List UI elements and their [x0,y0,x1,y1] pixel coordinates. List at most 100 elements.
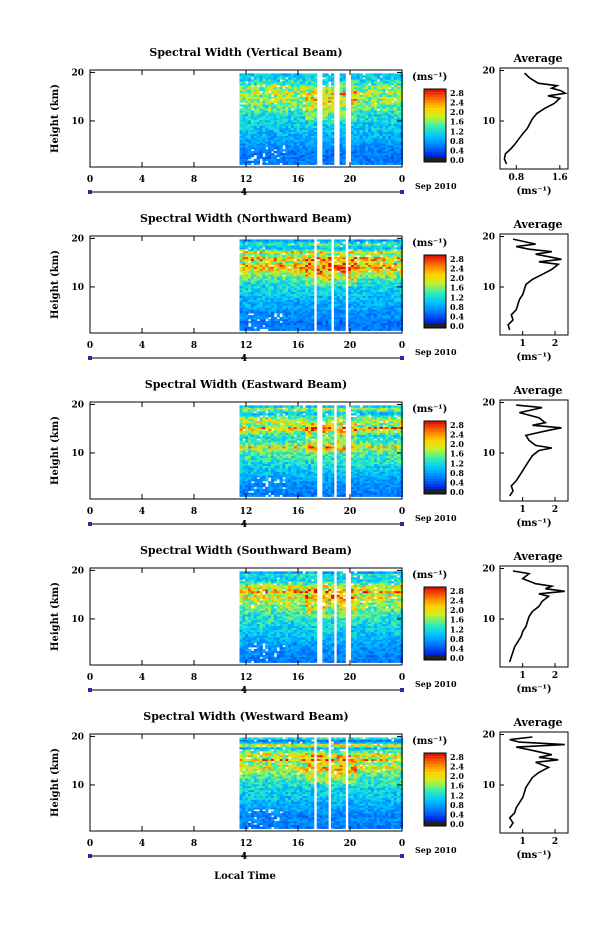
heatmap-cell [245,75,249,78]
heatmap-cell [276,92,280,96]
heatmap-cell [331,104,335,107]
heatmap-cell [359,118,363,121]
heatmap-cell [336,289,340,293]
heatmap-cell [245,264,249,267]
heatmap-cell [371,311,375,314]
heatmap-cell [311,102,315,105]
heatmap-cell [385,112,389,115]
heatmap-cell [351,106,355,109]
heatmap-cell [268,127,272,130]
heatmap-cell [288,286,292,289]
heatmap-cell [353,272,358,275]
heatmap-cell [385,123,389,127]
heatmap-cell [250,139,255,142]
heatmap-cell [379,320,383,324]
heatmap-cell [250,299,255,302]
heatmap-cell [393,100,398,103]
heatmap-cell [271,253,275,256]
heatmap-cell [316,301,320,304]
heatmap-cell [316,289,320,293]
heatmap-cell [351,108,355,111]
heatmap-cell [273,249,278,252]
heatmap-cell [371,149,375,152]
heatmap-cell [250,253,255,256]
heatmap-cell [353,239,358,242]
heatmap-cell [391,83,395,86]
heatmap-cell [282,149,286,152]
heatmap-cell [322,127,326,130]
heatmap-cell [248,278,252,281]
heatmap-cell [342,96,346,99]
heatmap-cell [279,239,283,242]
heatmap-cell [328,158,332,162]
colorbar-segment [424,301,446,305]
heatmap-cell [296,143,300,146]
heatmap-cell [265,137,269,140]
heatmap-cell [302,79,306,82]
heatmap-cell [245,253,249,256]
heatmap-cell [308,133,312,136]
heatmap-cell [362,251,366,254]
heatmap-cell [262,307,266,310]
heatmap-cell [316,299,320,302]
heatmap-cell [368,256,372,260]
heatmap-cell [285,139,289,142]
heatmap-cell [376,104,381,107]
heatmap-cell [273,135,278,138]
heatmap-cell [296,260,300,263]
heatmap-cell [245,145,249,148]
heatmap-cell [245,116,249,119]
heatmap-cell [371,125,375,129]
x-tick-label: 8 [191,341,197,351]
heatmap-cell [253,94,258,97]
heatmap-cell [313,127,318,130]
heatmap-cell [291,326,295,329]
colorbar-tick-label: 0.4 [450,145,464,155]
heatmap-cell [356,100,361,103]
heatmap-cell [250,125,255,129]
heatmap-cell [376,311,381,314]
heatmap-cell [328,92,332,96]
heatmap-cell [382,141,386,144]
colorbar-tick-label: 2.4 [450,98,464,108]
heatmap-cell [365,162,369,165]
heatmap-cell [279,276,283,279]
heatmap-cell [262,121,266,125]
heatmap-cell [276,83,280,86]
heatmap-cell [328,114,332,117]
heatmap-cell [271,286,275,289]
heatmap-cell [399,241,403,244]
heatmap-cell [302,260,306,263]
heatmap-cell [273,106,278,109]
heatmap-cell [393,145,398,148]
heatmap-cell [399,100,403,103]
heatmap-cell [368,108,372,111]
heatmap-cell [311,264,315,267]
heatmap-cell [313,87,318,90]
heatmap-cell [285,123,289,127]
heatmap-cell [271,272,275,275]
heatmap-cell [325,83,329,86]
heatmap-cell [362,245,366,248]
heatmap-cell [325,305,329,308]
heatmap-cell [316,274,320,277]
heatmap-cell [322,118,326,121]
heatmap-cell [288,299,292,302]
heatmap-cell [293,260,298,263]
heatmap-cell [362,102,366,105]
heatmap-cell [325,239,329,242]
heatmap-cell [331,100,335,103]
heatmap-cell [325,108,329,111]
heatmap-cell [342,287,346,291]
heatmap-cell [288,247,292,250]
heatmap-cell [245,286,249,289]
heatmap-cell [239,110,243,113]
heatmap-cell [368,81,372,84]
heatmap-cell [242,254,246,258]
heatmap-cell [256,311,260,314]
heatmap-cell [308,129,312,132]
heatmap-cell [391,247,395,250]
heatmap-cell [282,287,286,291]
heatmap-cell [356,268,361,271]
heatmap-cell [396,295,401,298]
